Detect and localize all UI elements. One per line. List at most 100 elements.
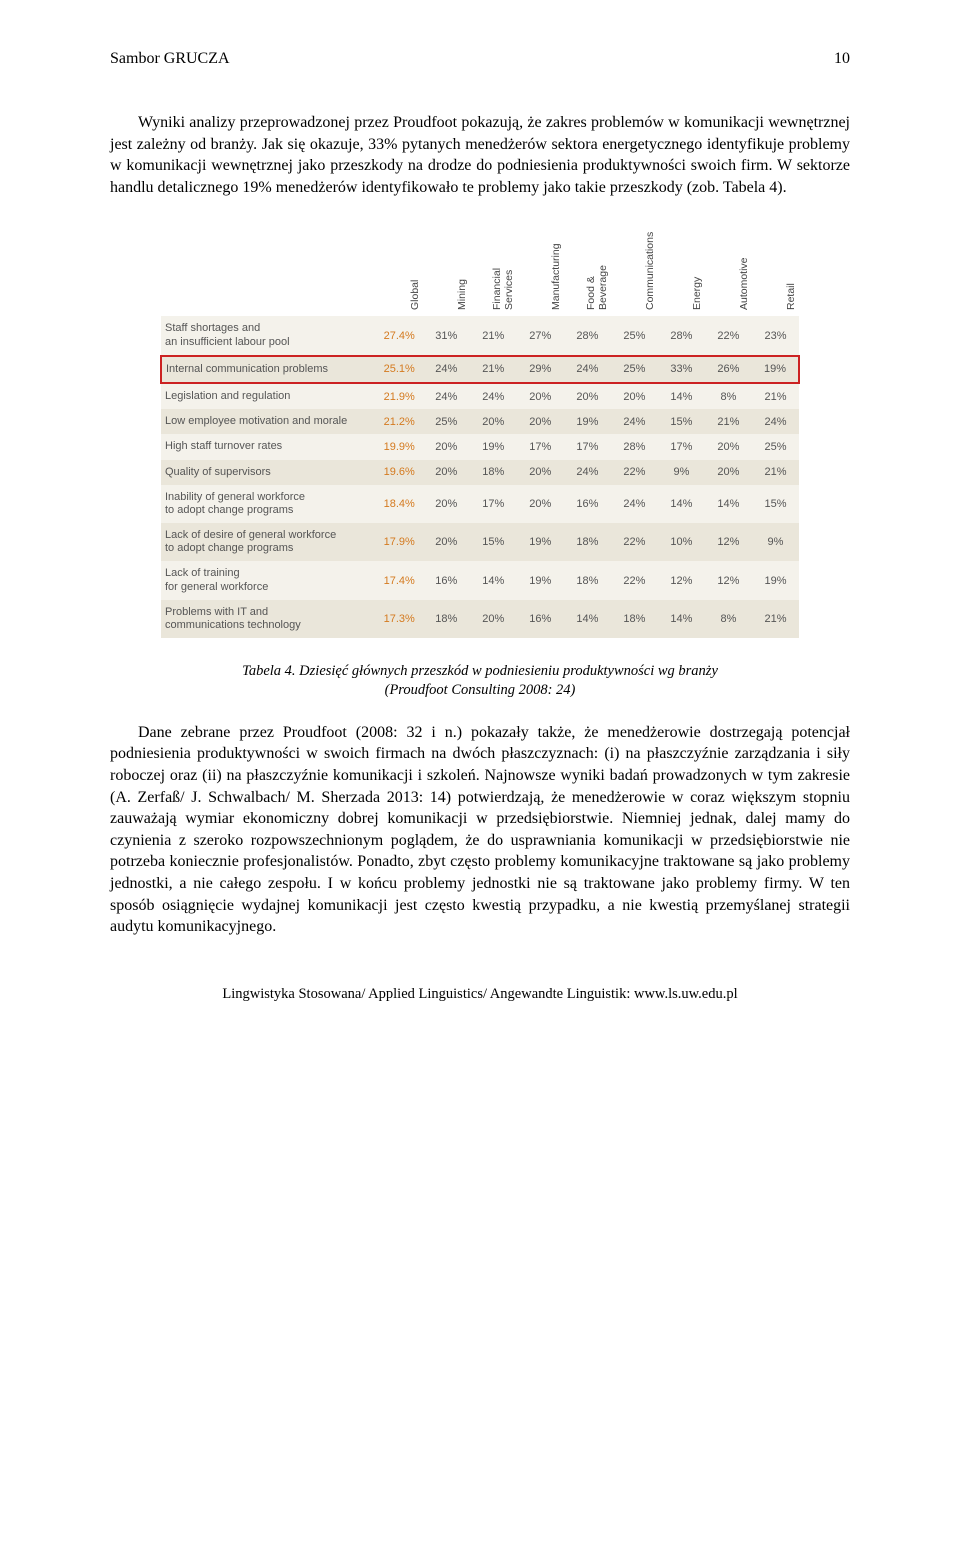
column-header: Financial Services (470, 226, 517, 316)
column-header: Communications (611, 226, 658, 316)
table-row: Quality of supervisors19.6%20%18%20%24%2… (161, 460, 799, 485)
cell: 15% (752, 485, 799, 523)
cell: 19.9% (376, 434, 423, 459)
cell: 29% (517, 356, 564, 383)
cell: 21% (752, 460, 799, 485)
table-head: GlobalMiningFinancial ServicesManufactur… (161, 226, 799, 316)
cell: 14% (658, 485, 705, 523)
cell: 20% (470, 600, 517, 638)
cell: 17% (564, 434, 611, 459)
cell: 18% (611, 600, 658, 638)
row-label: Inability of general workforceto adopt c… (161, 485, 376, 523)
cell: 22% (705, 316, 752, 355)
cell: 24% (423, 356, 470, 383)
productivity-table: GlobalMiningFinancial ServicesManufactur… (160, 226, 800, 638)
cell: 18.4% (376, 485, 423, 523)
cell: 22% (611, 460, 658, 485)
cell: 20% (705, 460, 752, 485)
cell: 14% (564, 600, 611, 638)
cell: 27% (517, 316, 564, 355)
cell: 21% (470, 356, 517, 383)
table-row: Lack of desire of general workforceto ad… (161, 523, 799, 561)
cell: 28% (611, 434, 658, 459)
paragraph-2-text: Dane zebrane przez Proudfoot (2008: 32 i… (110, 722, 850, 938)
row-label: Problems with IT andcommunications techn… (161, 600, 376, 638)
cell: 16% (423, 561, 470, 599)
row-label: Legislation and regulation (161, 383, 376, 409)
table-row: Problems with IT andcommunications techn… (161, 600, 799, 638)
table-row: Internal communication problems25.1%24%2… (161, 356, 799, 383)
cell: 23% (752, 316, 799, 355)
row-label: Lack of desire of general workforceto ad… (161, 523, 376, 561)
cell: 17% (517, 434, 564, 459)
cell: 26% (705, 356, 752, 383)
cell: 20% (423, 434, 470, 459)
page-footer: Lingwistyka Stosowana/ Applied Linguisti… (110, 986, 850, 1003)
column-header: Automotive (705, 226, 752, 316)
row-label: Internal communication problems (161, 356, 376, 383)
cell: 25% (611, 356, 658, 383)
table-caption: Tabela 4. Dziesięć głównych przeszkód w … (110, 662, 850, 700)
cell: 17.4% (376, 561, 423, 599)
cell: 25% (752, 434, 799, 459)
cell: 19% (564, 409, 611, 434)
cell: 22% (611, 523, 658, 561)
cell: 12% (658, 561, 705, 599)
cell: 19% (752, 356, 799, 383)
cell: 22% (611, 561, 658, 599)
cell: 19% (752, 561, 799, 599)
page-header: Sambor GRUCZA 10 (110, 50, 850, 68)
cell: 14% (470, 561, 517, 599)
cell: 18% (564, 523, 611, 561)
row-label: Staff shortages andan insufficient labou… (161, 316, 376, 355)
table-row: Legislation and regulation21.9%24%24%20%… (161, 383, 799, 409)
cell: 20% (423, 460, 470, 485)
cell: 14% (658, 600, 705, 638)
cell: 20% (470, 409, 517, 434)
row-label: High staff turnover rates (161, 434, 376, 459)
page-number: 10 (834, 50, 850, 68)
table-row: Lack of trainingfor general workforce17.… (161, 561, 799, 599)
cell: 9% (658, 460, 705, 485)
table-body: Staff shortages andan insufficient labou… (161, 316, 799, 638)
cell: 18% (470, 460, 517, 485)
cell: 19% (517, 523, 564, 561)
cell: 33% (658, 356, 705, 383)
caption-text: Tabela 4. Dziesięć głównych przeszkód w … (242, 663, 718, 698)
cell: 18% (423, 600, 470, 638)
cell: 21% (752, 600, 799, 638)
cell: 31% (423, 316, 470, 355)
column-header: Manufacturing (517, 226, 564, 316)
cell: 10% (658, 523, 705, 561)
blank-corner (161, 226, 376, 316)
paragraph-1-text: Wyniki analizy przeprowadzonej przez Pro… (110, 112, 850, 198)
cell: 15% (470, 523, 517, 561)
cell: 24% (611, 485, 658, 523)
cell: 16% (564, 485, 611, 523)
cell: 20% (517, 485, 564, 523)
cell: 17% (470, 485, 517, 523)
data-table: GlobalMiningFinancial ServicesManufactur… (160, 226, 800, 638)
column-header: Energy (658, 226, 705, 316)
cell: 20% (517, 409, 564, 434)
column-header: Mining (423, 226, 470, 316)
cell: 21% (470, 316, 517, 355)
cell: 12% (705, 523, 752, 561)
cell: 20% (564, 383, 611, 409)
cell: 24% (564, 356, 611, 383)
table-row: Low employee motivation and morale21.2%2… (161, 409, 799, 434)
cell: 24% (423, 383, 470, 409)
row-label: Quality of supervisors (161, 460, 376, 485)
table-row: Inability of general workforceto adopt c… (161, 485, 799, 523)
cell: 17.9% (376, 523, 423, 561)
cell: 20% (517, 383, 564, 409)
cell: 19% (470, 434, 517, 459)
cell: 8% (705, 383, 752, 409)
cell: 28% (564, 316, 611, 355)
cell: 21.2% (376, 409, 423, 434)
cell: 24% (752, 409, 799, 434)
cell: 15% (658, 409, 705, 434)
cell: 24% (470, 383, 517, 409)
cell: 16% (517, 600, 564, 638)
cell: 19.6% (376, 460, 423, 485)
